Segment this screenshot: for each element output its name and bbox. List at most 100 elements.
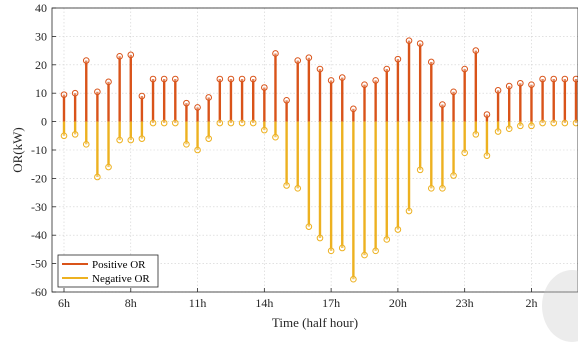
stem-marker (216, 119, 224, 127)
stem-marker (160, 119, 168, 127)
grid-lines (52, 7, 578, 293)
stem-marker (272, 133, 279, 141)
y-axis-title: OR(kW) (10, 127, 25, 173)
stem-marker (350, 105, 357, 113)
stem-marker (561, 119, 569, 127)
stem-marker (183, 99, 190, 107)
y-tick-label: -20 (31, 171, 47, 185)
stem-marker (439, 101, 446, 108)
stem-marker (327, 77, 335, 84)
stem-marker (116, 136, 123, 144)
x-axis-ticks: 6h8h11h14h17h20h23h2h5h (58, 288, 537, 310)
stem-marker (149, 75, 157, 83)
stem-marker (216, 75, 224, 83)
x-tick-label: 11h (189, 296, 207, 310)
stem-marker (205, 135, 212, 142)
stem-marker (194, 146, 201, 154)
stem-marker (294, 185, 302, 192)
stem-marker (316, 234, 324, 242)
stem-marker (60, 132, 68, 140)
stem-series (60, 37, 578, 283)
stem-marker (227, 119, 235, 127)
stem-marker (572, 119, 578, 127)
stem-marker (394, 55, 402, 63)
stem-marker (517, 79, 524, 87)
series-positive (60, 37, 578, 122)
y-tick-label: 20 (35, 58, 47, 72)
stem-marker (505, 82, 513, 90)
stem-marker (272, 50, 279, 57)
stem-marker (427, 58, 435, 66)
stem-marker (528, 81, 535, 88)
stem-marker (227, 75, 235, 83)
y-tick-label: -30 (31, 200, 47, 214)
y-axis-ticks: 40 30 20 10 0 -10 -20 -30 -40 -50 -60 (31, 1, 56, 299)
stem-marker (249, 75, 257, 83)
stem-marker (127, 51, 135, 59)
stem-marker (183, 141, 190, 148)
x-tick-label: 8h (125, 296, 137, 310)
stem-marker (305, 223, 313, 230)
stem-marker (372, 77, 379, 84)
legend: Positive OR Negative OR (57, 254, 159, 288)
stem-marker (483, 152, 491, 159)
legend-label-negative: Negative OR (92, 273, 150, 285)
x-tick-label: 23h (456, 296, 474, 310)
stem-marker (283, 182, 290, 189)
stem-marker (172, 75, 179, 83)
stem-marker (405, 37, 413, 44)
stem-marker (416, 40, 424, 47)
x-tick-label: 17h (322, 296, 340, 310)
legend-label-positive: Positive OR (92, 259, 146, 271)
stem-marker (361, 251, 368, 259)
stem-marker (394, 226, 402, 233)
x-tick-label: 6h (58, 296, 70, 310)
y-tick-label: -50 (31, 257, 47, 271)
stem-marker (283, 97, 290, 104)
stem-marker (528, 122, 535, 130)
x-tick-label: 14h (255, 296, 273, 310)
stem-marker (138, 135, 146, 142)
stem-marker (316, 65, 324, 73)
stem-marker (194, 104, 201, 111)
stem-marker (405, 207, 413, 215)
stem-marker (550, 75, 558, 83)
stem-marker (561, 75, 569, 83)
stem-marker (82, 141, 90, 148)
stem-marker (338, 244, 346, 252)
stem-marker (327, 247, 335, 255)
stem-marker (461, 149, 468, 157)
y-tick-label: -10 (31, 143, 47, 157)
series-negative (60, 119, 578, 283)
stem-marker (338, 74, 346, 81)
stem-marker (572, 75, 578, 83)
stem-marker (461, 65, 468, 73)
stem-marker (238, 119, 246, 127)
stem-marker (249, 119, 257, 127)
stem-marker (261, 84, 268, 91)
stem-marker (550, 119, 558, 127)
stem-marker (439, 185, 446, 192)
y-tick-label: 30 (35, 29, 47, 43)
stem-marker (238, 75, 246, 83)
stem-marker (494, 128, 502, 135)
stem-marker (105, 163, 112, 171)
y-tick-label: 40 (35, 1, 47, 15)
stem-marker (450, 172, 457, 179)
stem-marker (494, 87, 502, 94)
stem-marker (383, 65, 391, 73)
stem-marker (361, 81, 368, 88)
stem-marker (94, 173, 101, 181)
stem-marker (294, 57, 302, 64)
stem-marker (71, 89, 79, 97)
stem-marker (472, 131, 480, 138)
x-tick-label: 2h (525, 296, 537, 310)
stem-marker (71, 131, 79, 138)
stem-marker (305, 54, 313, 62)
stem-marker (427, 185, 435, 192)
stem-marker (350, 275, 357, 283)
stem-marker (539, 75, 546, 83)
stem-marker (416, 166, 424, 174)
stem-marker (472, 47, 480, 54)
y-tick-label: 10 (35, 86, 47, 100)
